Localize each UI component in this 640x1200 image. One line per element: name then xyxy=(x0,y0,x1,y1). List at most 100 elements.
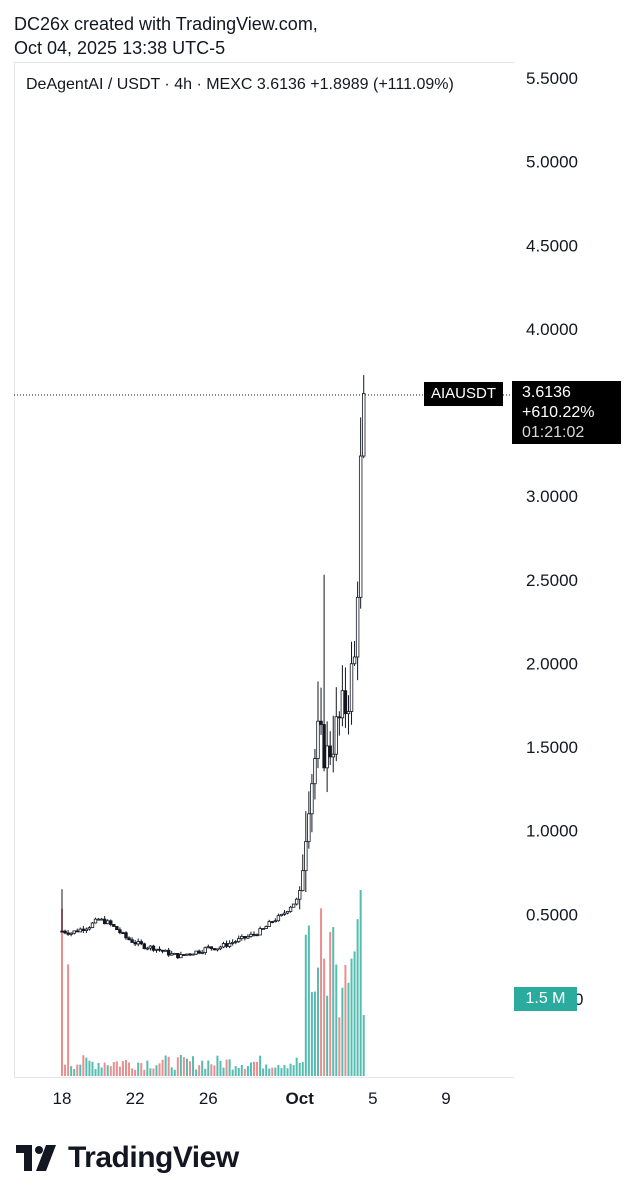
last-price-box: 3.6136 +610.22% 01:21:02 xyxy=(512,381,621,444)
volume-bar xyxy=(182,1057,185,1076)
volume-bar xyxy=(216,1055,219,1076)
candle-body xyxy=(215,948,220,951)
volume-bar xyxy=(353,951,356,1076)
volume-bar xyxy=(204,1068,207,1076)
volume-bar xyxy=(146,1060,149,1076)
volume-bar xyxy=(298,1062,301,1076)
candle-body xyxy=(313,758,317,785)
volume-bar xyxy=(170,1067,173,1076)
candle-body xyxy=(218,946,223,950)
volume-bar xyxy=(323,958,326,1076)
candle-body xyxy=(282,912,287,915)
candle-body xyxy=(294,898,299,905)
tradingview-logo[interactable]: TradingView xyxy=(16,1141,239,1175)
candle-body xyxy=(93,918,98,924)
volume-bar xyxy=(341,987,344,1076)
candle-body xyxy=(234,941,238,943)
volume-bar xyxy=(149,1068,152,1076)
candle-body xyxy=(276,915,281,922)
candle-body xyxy=(112,924,116,927)
y-tick-label: 0 xyxy=(574,990,583,1009)
candle-body xyxy=(264,926,268,929)
volume-bar xyxy=(253,1061,255,1076)
candle-body xyxy=(224,943,229,947)
volume-bar xyxy=(286,1068,289,1076)
candle-body xyxy=(343,690,348,715)
candle-body xyxy=(270,921,274,923)
candle-body xyxy=(243,936,247,939)
candle-body xyxy=(322,724,326,769)
volume-bar xyxy=(350,958,353,1076)
volume-bar xyxy=(118,1066,121,1076)
volume-bar xyxy=(207,1060,210,1076)
candle-body xyxy=(227,942,232,947)
candle-body xyxy=(191,953,195,956)
volume-bar xyxy=(262,1068,265,1076)
candle-body xyxy=(221,943,226,948)
candle-body xyxy=(285,911,290,914)
candle-body xyxy=(109,920,113,925)
volume-bar xyxy=(210,1064,213,1076)
volume-bar xyxy=(103,1062,106,1076)
candle-body xyxy=(160,949,165,952)
candle-body xyxy=(334,716,338,755)
volume-bar xyxy=(219,1060,222,1076)
volume-bar xyxy=(155,1065,158,1076)
candle-body xyxy=(154,948,159,951)
candle-body xyxy=(301,870,305,892)
credit-date: Oct 04, 2025 13:38 UTC-5 xyxy=(14,38,226,58)
candle-body xyxy=(151,945,156,951)
volume-bar xyxy=(94,1069,97,1076)
candle-body xyxy=(307,813,311,843)
candle-body xyxy=(288,906,293,912)
volume-bar xyxy=(137,1062,140,1076)
volume-bar xyxy=(225,1059,228,1076)
volume-bar xyxy=(249,1062,252,1076)
candle-body xyxy=(212,948,217,951)
candle-body xyxy=(249,933,253,937)
chart-pane[interactable] xyxy=(14,62,514,1078)
chart-credit: DC26x created with TradingView.com, Oct … xyxy=(14,12,318,60)
volume-bar xyxy=(143,1069,146,1076)
candle-body xyxy=(127,937,131,941)
volume-bar xyxy=(91,1061,94,1076)
candle-body xyxy=(188,953,192,956)
volume-bar xyxy=(317,967,319,1076)
candle-body xyxy=(96,918,101,921)
candle-body xyxy=(352,656,357,665)
x-tick-label: 22 xyxy=(126,1089,145,1108)
volume-bar xyxy=(76,1064,79,1076)
volume-bar xyxy=(304,934,307,1076)
credit-author: DC26x created with TradingView.com, xyxy=(14,14,318,34)
volume-bar xyxy=(213,1065,216,1076)
candle-body xyxy=(72,930,76,934)
volume-bar xyxy=(243,1068,246,1076)
candle-body xyxy=(291,903,296,908)
candle-body xyxy=(185,953,189,956)
volume-bars xyxy=(61,890,365,1076)
candle-body xyxy=(157,948,162,951)
volume-bar xyxy=(179,1054,182,1076)
candle-body xyxy=(267,921,271,927)
x-tick-label: 26 xyxy=(199,1089,218,1108)
volume-bar xyxy=(67,964,70,1076)
volume-bar xyxy=(128,1062,131,1076)
candle-body xyxy=(166,949,171,956)
candle-body xyxy=(142,943,146,949)
volume-bar xyxy=(85,1057,88,1076)
volume-bar xyxy=(271,1067,274,1076)
candle-body xyxy=(102,918,107,925)
volume-bar xyxy=(158,1063,161,1076)
candle-body xyxy=(84,928,89,931)
candle-body xyxy=(139,941,143,945)
price-chart[interactable]: 5.5000 5.0000 4.5000 4.0000 3.0000 2.5000 2.00… xyxy=(0,0,640,1120)
candle-body xyxy=(355,596,360,658)
candle-body xyxy=(349,663,354,712)
candle-body xyxy=(81,928,86,931)
candle-body xyxy=(206,946,210,949)
y-tick-label: 3.0000 xyxy=(526,487,578,506)
candle-body xyxy=(237,938,241,942)
candle-body xyxy=(176,953,180,959)
volume-bar xyxy=(320,908,323,1076)
volume-bar xyxy=(347,982,350,1076)
